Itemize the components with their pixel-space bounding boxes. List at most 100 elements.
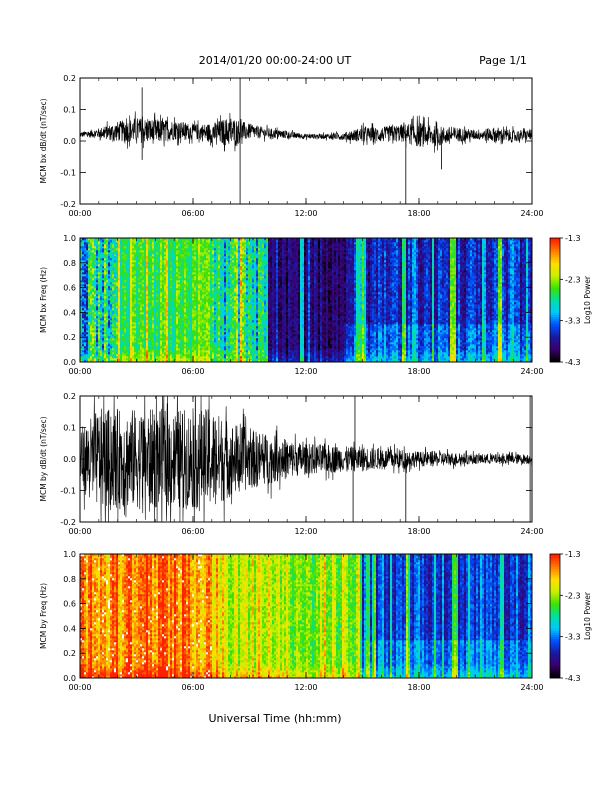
heat-cell xyxy=(102,250,105,253)
heat-cell xyxy=(118,322,121,325)
heat-cell xyxy=(114,332,117,335)
heat-cell xyxy=(154,338,157,341)
heat-cell xyxy=(124,294,127,297)
heat-cell xyxy=(148,342,151,345)
heat-cell xyxy=(226,348,229,351)
heat-cell xyxy=(210,322,213,325)
heat-cell xyxy=(186,344,189,347)
heat-cell xyxy=(190,354,193,357)
heat-cell xyxy=(108,346,111,349)
heat-cell xyxy=(200,346,203,349)
heat-cell xyxy=(230,324,233,327)
heat-cell xyxy=(166,268,169,271)
heat-cell xyxy=(172,360,175,362)
heat-cell xyxy=(152,330,155,333)
heat-cell xyxy=(224,282,227,285)
heat-cell xyxy=(82,314,85,317)
heat-cell xyxy=(230,264,233,267)
heat-cell xyxy=(186,292,189,295)
heat-cell xyxy=(100,334,103,337)
heat-cell xyxy=(110,324,113,327)
heat-cell xyxy=(208,304,211,307)
heat-cell xyxy=(178,264,181,267)
heat-cell xyxy=(204,324,207,327)
heat-cell xyxy=(178,274,181,277)
heat-cell xyxy=(220,346,223,349)
heat-cell xyxy=(134,274,137,277)
heat-cell xyxy=(94,302,97,305)
heat-cell xyxy=(124,258,127,261)
heat-cell xyxy=(190,304,193,307)
heat-cell xyxy=(132,270,135,273)
heat-cell xyxy=(112,242,115,245)
heat-cell xyxy=(168,300,171,303)
heat-cell xyxy=(88,356,91,359)
heat-cell xyxy=(140,254,143,257)
heat-cell xyxy=(144,310,147,313)
heat-cell xyxy=(226,248,229,251)
heat-cell xyxy=(178,326,181,329)
heat-cell xyxy=(172,270,175,273)
heat-cell xyxy=(130,248,133,251)
heat-cell xyxy=(160,268,163,271)
heat-cell xyxy=(148,266,151,269)
heat-cell xyxy=(102,354,105,357)
heat-cell xyxy=(204,286,207,289)
heat-cell xyxy=(116,348,119,351)
heat-cell xyxy=(204,300,207,303)
heat-cell xyxy=(132,320,135,323)
heat-cell xyxy=(146,242,149,245)
heat-cell xyxy=(170,296,173,299)
heat-cell xyxy=(166,326,169,329)
heat-cell xyxy=(226,340,229,343)
heat-cell xyxy=(166,290,169,293)
heat-cell xyxy=(206,340,209,343)
heat-cell xyxy=(102,240,105,243)
heat-cell xyxy=(226,334,229,337)
heat-cell xyxy=(112,324,115,327)
heat-cell xyxy=(232,258,235,261)
heat-cell xyxy=(232,282,235,285)
heat-cell xyxy=(148,330,151,333)
heat-cell xyxy=(154,256,157,259)
heat-cell xyxy=(162,308,165,311)
heat-cell xyxy=(146,278,149,281)
heat-cell xyxy=(90,298,93,301)
heat-cell xyxy=(228,276,231,279)
heat-cell xyxy=(90,272,93,275)
panel-1: 00:00 06:00 12:00 18:00 24:00-0.2-0.10.00.10… xyxy=(39,74,544,218)
heat-cell xyxy=(80,324,83,327)
heat-cell xyxy=(102,252,105,255)
heat-cell xyxy=(132,316,135,319)
heat-cell xyxy=(178,332,181,335)
heat-cell xyxy=(222,328,225,331)
heat-cell xyxy=(154,352,157,355)
heat-cell xyxy=(172,340,175,343)
heat-cell xyxy=(102,342,105,345)
heat-cell xyxy=(126,282,129,285)
heat-cell xyxy=(234,286,237,289)
heat-cell xyxy=(152,276,155,279)
heat-cell xyxy=(138,310,141,313)
heat-cell xyxy=(86,294,89,297)
heat-cell xyxy=(98,286,101,289)
heat-cell xyxy=(110,306,113,309)
heat-cell xyxy=(124,320,127,323)
heat-cell xyxy=(194,250,197,253)
heat-cell xyxy=(150,246,153,249)
heat-cell xyxy=(80,292,83,295)
heat-cell xyxy=(188,342,191,345)
heat-cell xyxy=(94,258,97,261)
heat-cell xyxy=(144,282,147,285)
heat-cell xyxy=(182,358,185,361)
heat-cell xyxy=(126,272,129,275)
heat-cell xyxy=(198,306,201,309)
heat-cell xyxy=(214,262,217,265)
heat-cell xyxy=(110,282,113,285)
heat-cell xyxy=(182,268,185,271)
heat-cell xyxy=(132,340,135,343)
heat-cell xyxy=(136,286,139,289)
heat-cell xyxy=(112,340,115,343)
heat-cell xyxy=(96,250,99,253)
heat-cell xyxy=(136,242,139,245)
